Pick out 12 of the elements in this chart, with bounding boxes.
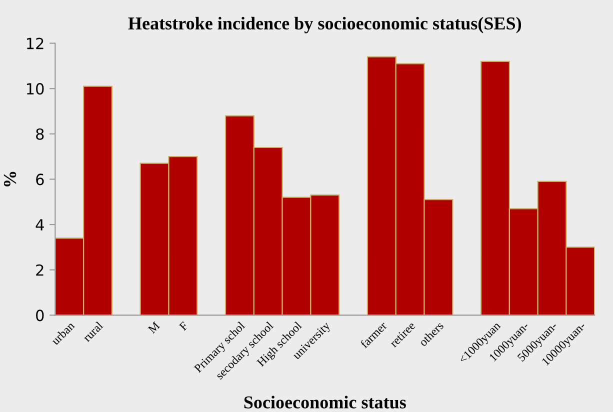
y-tick-label: 8 [36,128,44,140]
y-tick-label: 10 [26,83,44,95]
y-tick-label: 6 [36,174,44,186]
chart-title: Heatstroke incidence by socioeconomic status(SES) [128,16,522,34]
y-axis-title: % [4,172,16,186]
y-tick-label: 4 [36,219,44,230]
x-tick-label: F [178,321,188,331]
y-tick-label: 12 [26,38,44,50]
x-tick-label: M [148,321,160,334]
y-tick-label: 2 [36,264,44,276]
y-tick-label: 0 [36,310,44,322]
x-axis-title: Socioeconomic status [244,396,406,409]
